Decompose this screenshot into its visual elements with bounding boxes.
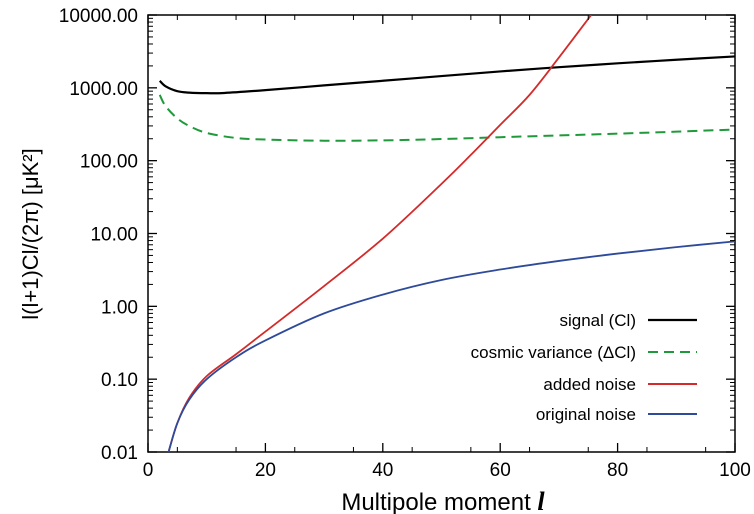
x-axis-title-symbol: l: [537, 487, 545, 514]
legend-label-2: cosmic variance (ΔCl): [471, 343, 636, 362]
y-tick-label: 10.00: [90, 225, 138, 246]
legend-label-4: original noise: [536, 405, 636, 424]
x-tick-label: 0: [143, 460, 154, 481]
plot-frame: [147, 14, 736, 453]
tick-layer: 0 20 40 60 80 100 0.01 0.10 1.00 10.00 100.00 1000.…: [59, 6, 751, 481]
legend-label-1: signal (Cl): [559, 311, 636, 330]
y-axis-title: l(l+1)Cl/(2π) [μK²]: [18, 148, 43, 319]
series-line-3: [167, 15, 592, 452]
legend: signal (Cl) cosmic variance (ΔCl) added no…: [471, 311, 697, 424]
y-tick-label: 1.00: [101, 297, 138, 318]
y-tick-label: 1000.00: [69, 79, 138, 100]
y-axis-title-text: l(l+1)Cl/(2π) [μK²]: [18, 148, 43, 319]
x-axis-title-text: Multipole moment: [341, 489, 537, 514]
x-tick-label: 80: [607, 460, 628, 481]
x-axis-title: Multipole moment l: [341, 487, 545, 514]
y-tick-label: 0.01: [101, 443, 138, 464]
x-tick-label: 40: [372, 460, 393, 481]
y-tick-label: 10000.00: [59, 6, 138, 27]
y-tick-label: 100.00: [80, 152, 138, 173]
series-line-1: [158, 55, 735, 95]
series-line-4: [167, 240, 735, 452]
x-tick-label: 100: [719, 460, 751, 481]
y-tick-label: 0.10: [101, 370, 138, 391]
x-tick-label: 20: [255, 460, 276, 481]
series-line-2: [158, 94, 735, 142]
x-tick-label: 60: [490, 460, 511, 481]
series-layer: [158, 15, 735, 452]
legend-label-3: added noise: [543, 375, 636, 394]
